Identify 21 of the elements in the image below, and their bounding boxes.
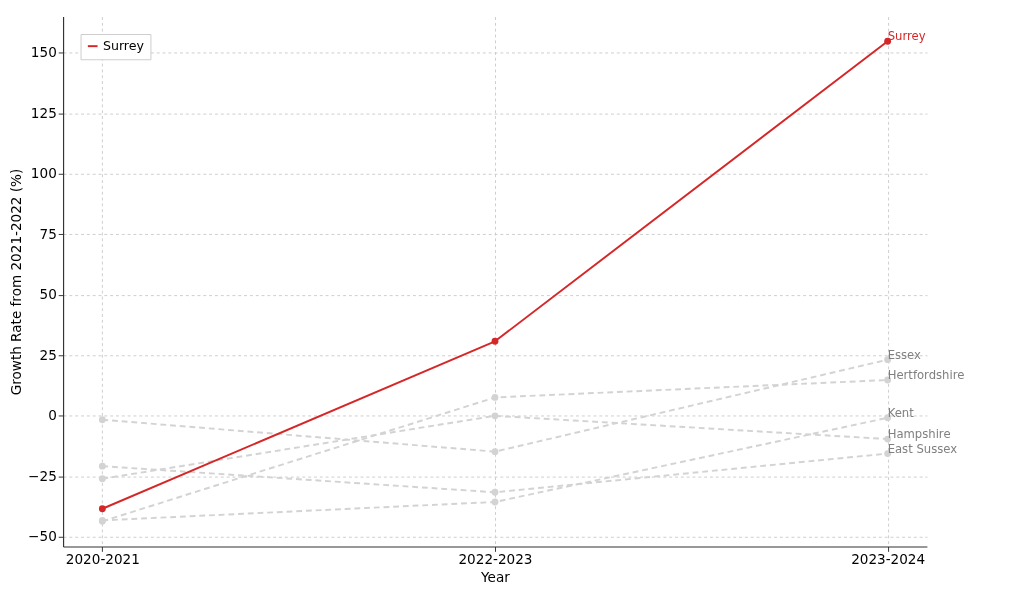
y-tick-label: 125 — [30, 104, 57, 121]
y-tick-label: 100 — [30, 165, 57, 182]
text: Surrey — [887, 29, 926, 44]
series-label: East Sussex — [887, 441, 958, 456]
y-tick-label: 0 — [48, 407, 57, 424]
y-tick-label: 150 — [30, 44, 57, 61]
y-tick-label: 25 — [39, 346, 57, 363]
y-axis-title: Growth Rate from 2021-2022 (%) — [8, 168, 25, 396]
series-label: Essex — [887, 347, 922, 362]
x-tick-label: 2020-2021 — [65, 551, 140, 568]
x-tick-label: 2022-2023 — [458, 551, 533, 568]
series-label: Hampshire — [887, 427, 951, 442]
series-label: Kent — [887, 405, 915, 420]
series-label: Hertfordshire — [887, 368, 965, 383]
legend-label: Surrey — [102, 38, 145, 54]
x-tick-label: 2023-2024 — [851, 551, 926, 568]
y-tick-label: 50 — [39, 286, 57, 303]
y-tick-label: −25 — [28, 467, 57, 484]
x-axis-title: Year — [480, 568, 511, 585]
y-tick-label: −50 — [28, 528, 57, 545]
y-tick-label: 75 — [39, 225, 57, 242]
